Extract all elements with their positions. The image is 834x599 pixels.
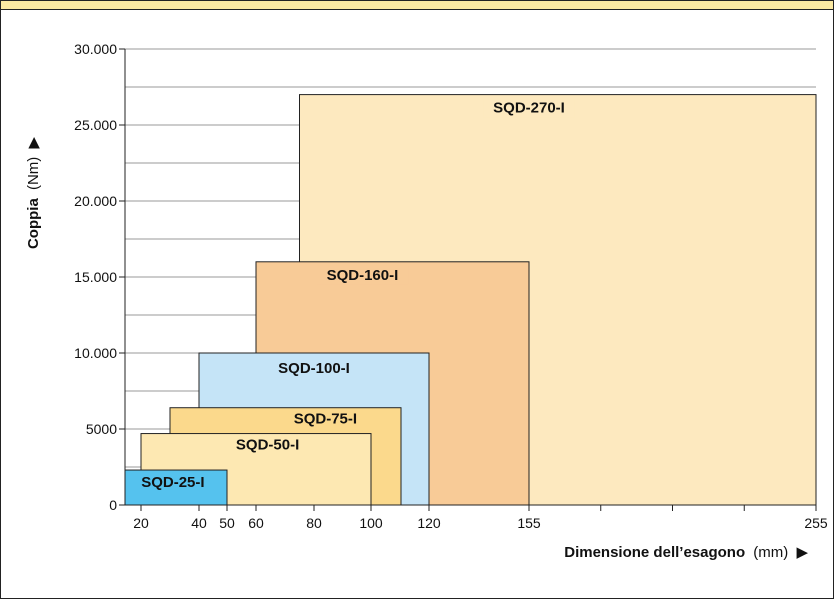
x-tick-label: 100	[359, 515, 383, 531]
y-tick-label: 15.000	[74, 269, 117, 285]
series-label: SQD-25-I	[141, 474, 204, 491]
series-label: SQD-270-I	[493, 100, 565, 117]
series-label: SQD-100-I	[278, 360, 350, 377]
x-tick-label: 50	[219, 515, 235, 531]
series-label: SQD-75-I	[294, 411, 357, 428]
y-tick-label: 10.000	[74, 345, 117, 361]
x-tick-label: 120	[417, 515, 441, 531]
y-tick-label: 5000	[86, 421, 117, 437]
y-tick-label: 30.000	[74, 41, 117, 57]
x-axis-title-unit: (mm)	[753, 544, 788, 561]
x-axis-arrow: ▶	[796, 544, 808, 561]
y-axis-title: Coppia (Nm) ▶	[25, 137, 42, 250]
series-label-layer: SQD-270-I SQD-160-I SQD-100-I SQD-75-I SQD-5…	[141, 98, 575, 491]
x-tick-label: 255	[804, 515, 828, 531]
y-axis-arrow: ▶	[25, 137, 42, 149]
x-tick-label: 60	[248, 515, 264, 531]
x-tick-label: 20	[133, 515, 149, 531]
y-tick-label: 0	[109, 497, 117, 513]
series-layer	[124, 94, 817, 506]
header-band	[1, 1, 833, 10]
x-axis-title: Dimensione dell’esagono (mm) ▶	[564, 544, 808, 561]
series-label-bg	[483, 98, 575, 118]
axis-layer: 0 5000 10.000 15.000 20.000 25.000 30.000 20 40 5…	[74, 41, 828, 531]
series-label: SQD-160-I	[327, 267, 399, 284]
x-tick-label: 155	[517, 515, 541, 531]
x-tick-label: 40	[191, 515, 207, 531]
x-tick-label: 80	[306, 515, 322, 531]
series-label: SQD-50-I	[236, 437, 299, 454]
y-axis-title-bold: Coppia	[25, 198, 42, 249]
y-tick-label: 20.000	[74, 193, 117, 209]
bar	[124, 469, 228, 506]
y-tick-label: 25.000	[74, 117, 117, 133]
y-axis-title-unit: (Nm)	[25, 157, 42, 190]
x-axis-title-bold: Dimensione dell’esagono	[564, 544, 745, 561]
series-label-bg	[316, 265, 409, 285]
